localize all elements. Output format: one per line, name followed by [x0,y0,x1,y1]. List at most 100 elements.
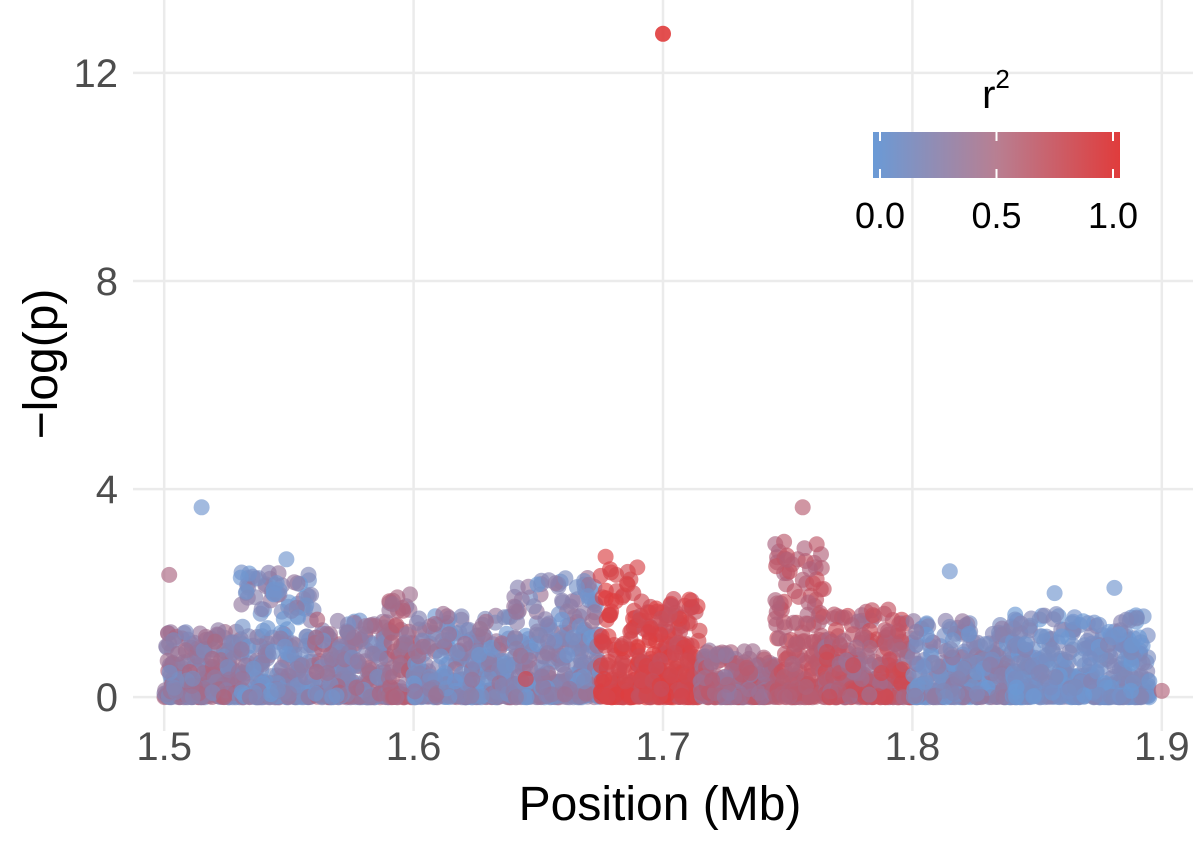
snp-point [233,641,250,658]
x-axis-ticks: 1.5 1.6 1.7 1.8 1.9 [136,725,1189,769]
snp-point [704,672,721,689]
snp-point [776,688,793,705]
snp-point [617,673,634,690]
snp-point [908,623,925,640]
snp-point [1017,636,1034,653]
snp-point [942,641,959,658]
snp-point [420,638,437,655]
snp-point [319,664,336,681]
snp-point [691,622,708,639]
snp-point [207,633,224,650]
snp-point [736,643,753,660]
snp-point [1141,673,1158,690]
snp-point [161,566,178,583]
snp-point [184,670,201,687]
snp-point [1025,688,1042,705]
snp-point [935,682,952,699]
snp-point [876,622,893,638]
color-legend: r2 0.0 0.5 1.0 [855,64,1138,236]
snp-point [941,563,958,580]
snp-point [1008,688,1025,705]
snp-point [332,649,349,666]
snp-point [278,551,295,568]
snp-point [1048,606,1065,623]
snp-point [259,620,276,637]
snp-point [648,659,665,676]
snp-point [471,646,488,663]
snp-point [472,621,489,637]
snp-point [599,689,616,705]
snp-point [432,648,449,665]
snp-point [854,627,871,644]
snp-point [718,647,734,664]
snp-point [666,645,683,661]
snp-point [877,689,894,706]
snp-point [640,624,657,641]
snp-point [796,540,813,557]
snp-point [193,499,210,516]
snp-point [890,623,907,640]
snp-point [908,636,925,653]
snp-point [600,653,617,670]
snp-point [234,670,251,687]
snp-point [265,643,281,660]
snp-point [1053,628,1070,645]
snp-point [349,653,366,670]
snp-point [593,632,610,649]
snp-point [917,673,934,690]
snp-point [507,629,524,646]
snp-point [633,593,650,610]
snp-point [1042,679,1059,696]
snp-point [487,689,504,706]
snp-point [616,635,632,652]
snp-point [608,566,625,583]
snp-point [771,630,788,647]
snp-point [597,590,614,607]
snp-point [738,659,755,676]
snp-point [881,651,898,668]
snp-point [372,650,389,667]
snp-point [592,567,609,584]
snp-point [435,605,452,622]
snp-point [1091,616,1108,633]
snp-point [677,666,694,683]
x-tick-label: 1.9 [1134,725,1190,769]
snp-point [508,603,525,620]
snp-point [1023,610,1040,627]
snp-point [784,656,801,672]
snp-point [873,665,890,681]
snp-point [253,601,270,617]
snp-point [818,670,835,687]
snp-point [268,575,285,592]
snp-point [684,599,701,616]
snp-point [768,604,785,621]
snp-point [384,689,401,705]
snp-point [629,559,646,576]
snp-point [794,499,811,516]
snp-point [835,633,852,649]
legend-tick-label: 0.5 [971,195,1021,236]
snp-point [584,613,601,630]
snp-point [1030,665,1047,682]
snp-point [596,671,612,687]
snp-point [779,551,796,568]
snp-point [821,688,838,705]
snp-point [411,610,428,627]
snp-point [167,684,184,700]
snp-point [248,689,265,706]
snp-point [801,561,818,578]
snp-point [383,634,400,651]
snp-point [580,588,596,605]
snp-point [177,624,194,641]
snp-point [309,611,326,628]
snp-point [328,687,345,704]
snp-point [517,671,534,687]
legend-title: r2 [982,64,1010,117]
y-axis-title: −log(p) [15,289,68,440]
snp-point [754,689,771,705]
snp-point [862,639,878,656]
snp-point [577,685,594,702]
snp-point [1067,679,1084,696]
snp-point [463,687,480,704]
snp-point [1088,663,1105,680]
